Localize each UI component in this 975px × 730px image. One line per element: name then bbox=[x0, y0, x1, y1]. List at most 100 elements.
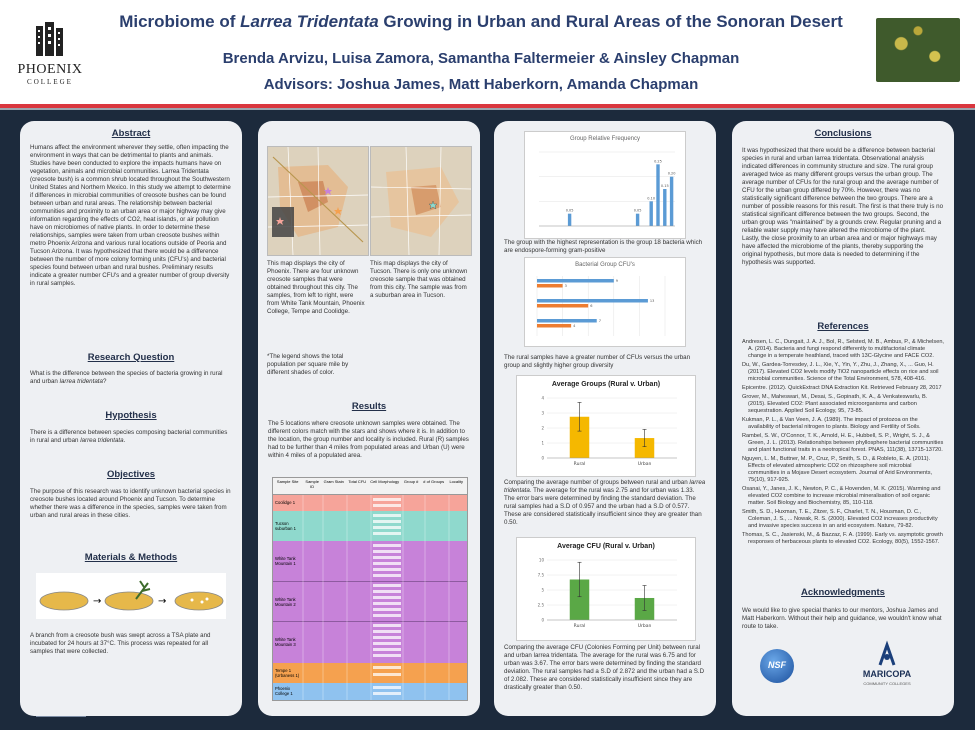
table-row: Tucson suburban 1 bbox=[273, 511, 467, 541]
bar bbox=[537, 284, 563, 288]
bar-value-label: 0.05 bbox=[566, 209, 574, 213]
nsf-logo-text: NSF bbox=[768, 660, 786, 670]
x-tick-label: Urban bbox=[638, 461, 652, 467]
reference-item: Du, W., Gardea-Torresdey, J. L., Xie, Y.… bbox=[742, 362, 939, 382]
abstract-heading: Abstract bbox=[111, 128, 151, 139]
reference-item: Grover, M., Maheswari, M., Desai, S., Go… bbox=[742, 394, 928, 414]
avg-groups-chart: Average Groups (Rural v. Urban) 0 1 2 3 4 Rur… bbox=[516, 375, 696, 477]
phoenix-college-logo: PHOENIX COLLEGE bbox=[14, 18, 86, 88]
cfu-svg: 9 13 7 3 6 4 bbox=[536, 276, 666, 336]
logo-subtitle: COLLEGE bbox=[27, 78, 73, 86]
y-tick-label: 0 bbox=[541, 618, 544, 623]
bar bbox=[656, 164, 660, 226]
chart-caption-1: The group with the highest representatio… bbox=[504, 239, 703, 254]
tucson-map-caption: This map displays the city of Tucson. Th… bbox=[370, 260, 468, 299]
bar bbox=[567, 213, 572, 226]
table-row: Phoenix College 1 bbox=[273, 683, 467, 700]
avg-cfu-chart: Average CFU (Rural v. Urban) 0 2.5 5 7.5 10 R… bbox=[516, 537, 696, 641]
group-frequency-svg: 0.05 0.05 0.10 0.25 0.15 0.20 bbox=[539, 151, 676, 227]
table-row: White Tank Mountain 2 bbox=[273, 581, 467, 622]
references-list: Andresen, L. C., Dungait, J. A. J., Bol,… bbox=[742, 339, 944, 548]
table-row: White Tank Mountain 1 bbox=[273, 541, 467, 581]
materials-heading: Materials & Methods bbox=[84, 552, 178, 563]
maricopa-subtitle: COMMUNITY COLLEGES bbox=[863, 681, 911, 686]
references-heading: References bbox=[817, 321, 869, 332]
chart-caption-3: Comparing the average number of groups b… bbox=[504, 479, 706, 526]
y-tick-label: 3 bbox=[541, 411, 544, 416]
chart-title: Group Relative Frequency bbox=[569, 136, 641, 142]
avg-groups-svg: 0 1 2 3 4 Rural Urban bbox=[541, 396, 677, 467]
bar-value-label: 0.20 bbox=[668, 172, 676, 176]
table-header-cell: Group # bbox=[403, 479, 419, 484]
acknowledgments-text: We would like to give special thanks to … bbox=[742, 607, 942, 630]
y-tick-label: 7.5 bbox=[538, 573, 545, 578]
table-header: Sample Site Sample ID Gram Stain Total C… bbox=[273, 478, 467, 495]
table-row: White Tank Mountain 3 bbox=[273, 621, 467, 664]
header-divider-shadow bbox=[0, 108, 975, 110]
bar-value-label: 0.25 bbox=[654, 159, 662, 163]
logo-wordmark: PHOENIX bbox=[17, 62, 83, 77]
research-question-heading: Research Question bbox=[87, 352, 175, 363]
reference-item: Nguyen, L. M., Buttner, M. P., Cruz, P.,… bbox=[742, 456, 933, 483]
results-text: The 5 locations where creosote unknown s… bbox=[268, 420, 469, 459]
table-row: Coolidge 1 bbox=[273, 495, 467, 511]
y-tick-label: 2.5 bbox=[538, 603, 545, 608]
chart-caption-4: Comparing the average CFU (Colonies Form… bbox=[504, 644, 705, 691]
hypothesis-text: There is a difference between species co… bbox=[30, 429, 228, 444]
legend-note: *The legend shows the total population p… bbox=[267, 353, 349, 376]
table-header-cell: Total CFU bbox=[348, 479, 367, 484]
bar bbox=[569, 579, 590, 620]
y-tick-label: 10 bbox=[539, 558, 545, 563]
bar-value-label: 13 bbox=[650, 299, 654, 303]
abstract-text: Humans affect the environment wherever t… bbox=[30, 144, 231, 287]
bar bbox=[537, 304, 589, 308]
x-tick-label: Rural bbox=[574, 623, 586, 629]
nsf-logo: NSF bbox=[760, 649, 794, 683]
reference-item: Epicentre. (2012). QuickExtract DNA Extr… bbox=[742, 385, 942, 391]
bar bbox=[537, 279, 614, 283]
bar-value-label: 3 bbox=[565, 284, 567, 288]
bar-value-label: 9 bbox=[616, 279, 618, 283]
reference-item: Rambel, S. W., O'Connor, T. K., Arnold, … bbox=[742, 433, 944, 453]
poster-title: Microbiome of Larrea Tridentata Growing … bbox=[119, 12, 843, 31]
y-tick-label: 1 bbox=[541, 441, 544, 446]
table-header-cell: # of Groups bbox=[423, 479, 445, 484]
bar-value-label: 4 bbox=[573, 324, 576, 328]
hypothesis-heading: Hypothesis bbox=[105, 410, 157, 421]
column-3: Group Relative Frequency 0.05 0.05 0.10 0.2… bbox=[494, 121, 716, 716]
results-heading: Results bbox=[351, 401, 387, 412]
table-header-cell: Sample Site bbox=[276, 479, 299, 484]
bar bbox=[537, 319, 597, 323]
bar-value-label: 7 bbox=[599, 319, 601, 323]
phoenix-building-icon bbox=[36, 22, 63, 56]
table-header-cell: Cell Morphology bbox=[370, 479, 400, 484]
reference-item: Osanai, Y., Janes, J. K., Newton, P. C.,… bbox=[742, 486, 941, 506]
table-gridlines bbox=[302, 495, 450, 700]
bar bbox=[649, 201, 653, 226]
y-tick-label: 4 bbox=[541, 396, 544, 401]
creosote-photo bbox=[876, 18, 960, 82]
chart-title: Average Groups (Rural v. Urban) bbox=[551, 381, 661, 388]
x-tick-label: Urban bbox=[638, 623, 652, 629]
authors: Brenda Arvizu, Luisa Zamora, Samantha Fa… bbox=[222, 50, 740, 67]
research-question-text: What is the difference between the speci… bbox=[30, 370, 223, 385]
column-1: Abstract Humans affect the environment w… bbox=[20, 121, 242, 716]
tucson-map-graphic bbox=[371, 147, 471, 255]
reference-item: Andresen, L. C., Dungait, J. A. J., Bol,… bbox=[742, 339, 944, 359]
bar-value-label: 0.10 bbox=[647, 196, 655, 200]
cfu-chart: Bacterial Group CFU's 9 13 7 3 6 4 bbox=[524, 257, 686, 347]
reference-item: Smith, S. D., Huxman, T. E., Zitzer, S. … bbox=[742, 509, 938, 529]
footer-rule bbox=[36, 716, 86, 717]
phoenix-map-graphic bbox=[268, 147, 368, 255]
methods-diagram: → → bbox=[36, 573, 226, 619]
tucson-map bbox=[370, 146, 472, 256]
phoenix-map-caption: This map displays the city of Phoenix. T… bbox=[267, 260, 365, 315]
bar bbox=[635, 213, 640, 226]
group-frequency-chart: Group Relative Frequency 0.05 0.05 0.10 0.2… bbox=[524, 131, 686, 239]
acknowledgments-heading: Acknowledgments bbox=[801, 587, 885, 598]
materials-text: A branch from a creosote bush was swept … bbox=[30, 632, 211, 655]
y-tick-label: 0 bbox=[541, 456, 544, 461]
conclusions-text: It was hypothesized that there would be … bbox=[742, 147, 944, 266]
bar-value-label: 0.05 bbox=[634, 209, 642, 213]
bar-value-label: 0.15 bbox=[661, 184, 669, 188]
